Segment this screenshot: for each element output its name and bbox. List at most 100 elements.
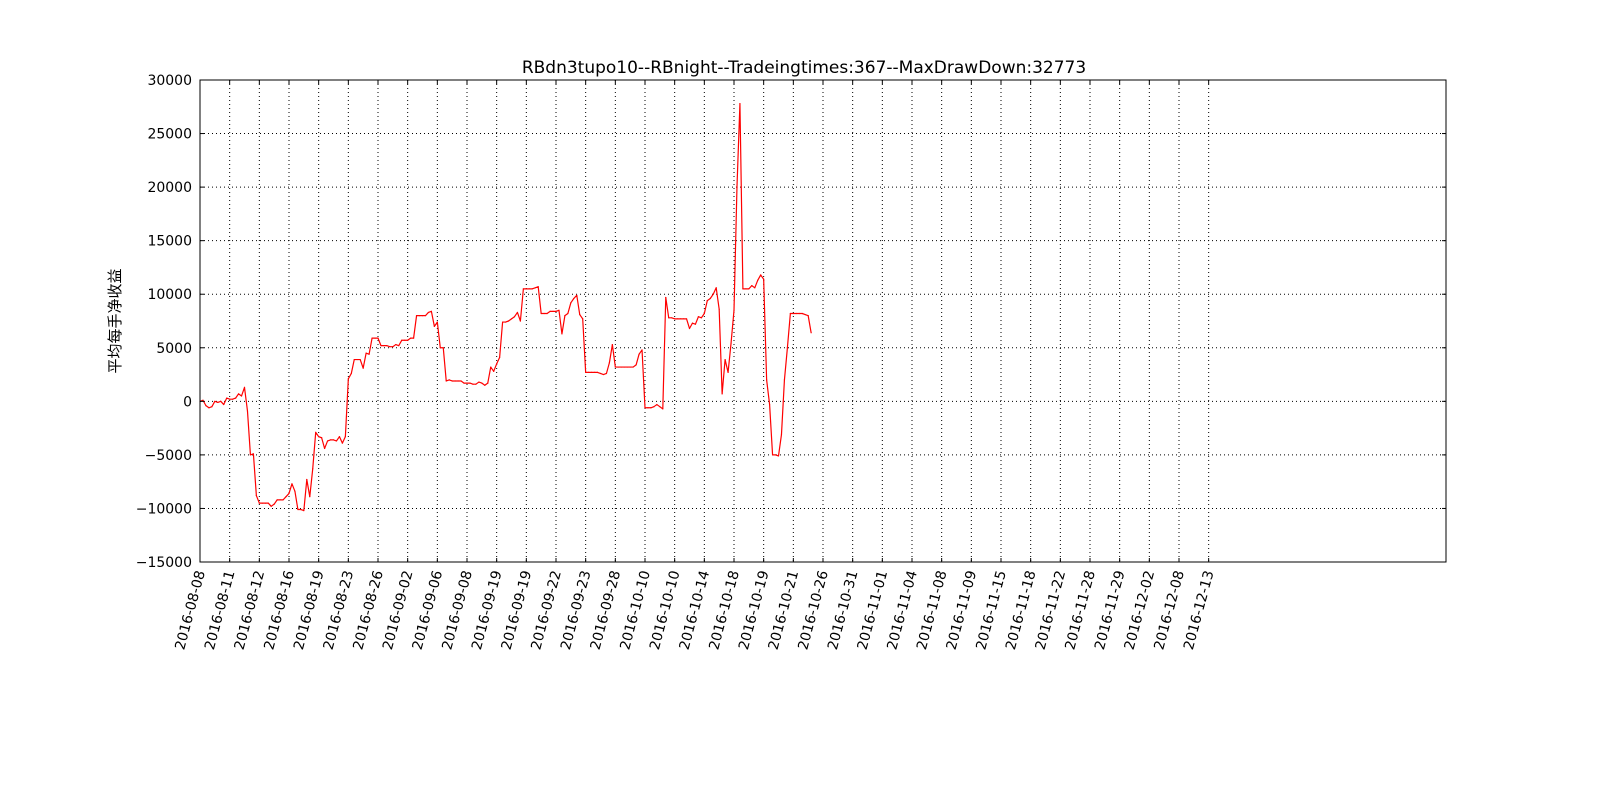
data-point [258, 502, 260, 504]
data-point [593, 371, 596, 374]
data-point [516, 311, 519, 314]
data-point [214, 400, 216, 402]
data-point [386, 345, 388, 347]
data-point [427, 311, 430, 314]
data-point [691, 322, 694, 324]
data-point [763, 278, 765, 280]
data-point [264, 502, 266, 504]
data-point [421, 315, 424, 317]
data-point [727, 371, 729, 374]
data-point [771, 454, 774, 456]
data-point [439, 347, 441, 349]
data-point [392, 346, 394, 348]
data-point [502, 321, 504, 323]
data-point [700, 317, 702, 319]
series-points [199, 102, 812, 512]
data-point [267, 502, 269, 504]
data-point [282, 499, 284, 501]
data-point [407, 339, 409, 341]
data-point [273, 503, 275, 505]
data-point [760, 274, 762, 276]
data-point [632, 366, 634, 368]
data-point [570, 302, 572, 304]
data-point [712, 293, 714, 295]
data-point [635, 364, 637, 366]
data-point [697, 316, 700, 318]
data-point [362, 367, 364, 369]
data-point [774, 454, 777, 456]
data-point [715, 287, 717, 289]
data-point [795, 312, 797, 315]
data-point [374, 337, 376, 339]
data-point [579, 313, 581, 316]
data-point [739, 102, 741, 105]
data-point [208, 407, 210, 409]
data-point [810, 332, 812, 334]
data-point [418, 315, 421, 317]
data-point [608, 362, 611, 364]
data-point [389, 346, 391, 348]
data-point [448, 379, 450, 381]
data-point [463, 382, 465, 384]
data-point [653, 406, 655, 408]
data-point [353, 358, 355, 361]
data-point [217, 401, 219, 403]
data-point [499, 356, 501, 359]
data-point [585, 371, 587, 374]
data-point [466, 382, 468, 384]
data-point [730, 342, 732, 345]
data-point [685, 318, 688, 320]
data-point [804, 313, 806, 316]
data-point [368, 353, 370, 355]
data-point [659, 406, 661, 408]
data-point [478, 381, 480, 383]
data-point [410, 337, 412, 339]
y-tick-label: 20000 [147, 180, 192, 196]
data-point [261, 502, 263, 504]
data-point [341, 442, 343, 444]
data-point [644, 407, 646, 409]
data-point [674, 318, 676, 320]
data-point [223, 403, 225, 406]
y-tick-label: 10000 [147, 287, 192, 303]
data-point [588, 371, 590, 374]
data-point [229, 398, 231, 400]
data-point [519, 320, 522, 322]
data-point [617, 366, 619, 368]
data-point [404, 339, 406, 341]
data-point [721, 393, 723, 395]
data-point [490, 366, 492, 368]
data-point [232, 398, 234, 400]
data-point [522, 288, 524, 290]
data-point [694, 323, 697, 325]
data-point [641, 349, 643, 351]
data-point [766, 379, 768, 381]
data-point [537, 286, 539, 288]
data-point [460, 380, 462, 382]
data-point [742, 288, 744, 290]
data-point [202, 399, 204, 401]
data-point [558, 309, 560, 311]
data-point [611, 343, 613, 346]
data-point [226, 397, 228, 399]
data-point [748, 288, 750, 290]
data-point [591, 371, 593, 374]
data-point [255, 494, 257, 497]
data-point [789, 312, 791, 315]
data-point [383, 345, 385, 347]
data-point [472, 383, 474, 385]
data-point [573, 297, 575, 300]
data-point [751, 285, 753, 287]
data-point [504, 321, 507, 323]
data-point [285, 496, 287, 498]
data-point [315, 431, 317, 433]
data-point [398, 345, 400, 347]
data-point [291, 483, 293, 485]
data-point [430, 310, 432, 312]
data-point [380, 345, 382, 347]
data-point [395, 343, 397, 346]
data-point [220, 400, 222, 402]
data-point [546, 312, 548, 315]
